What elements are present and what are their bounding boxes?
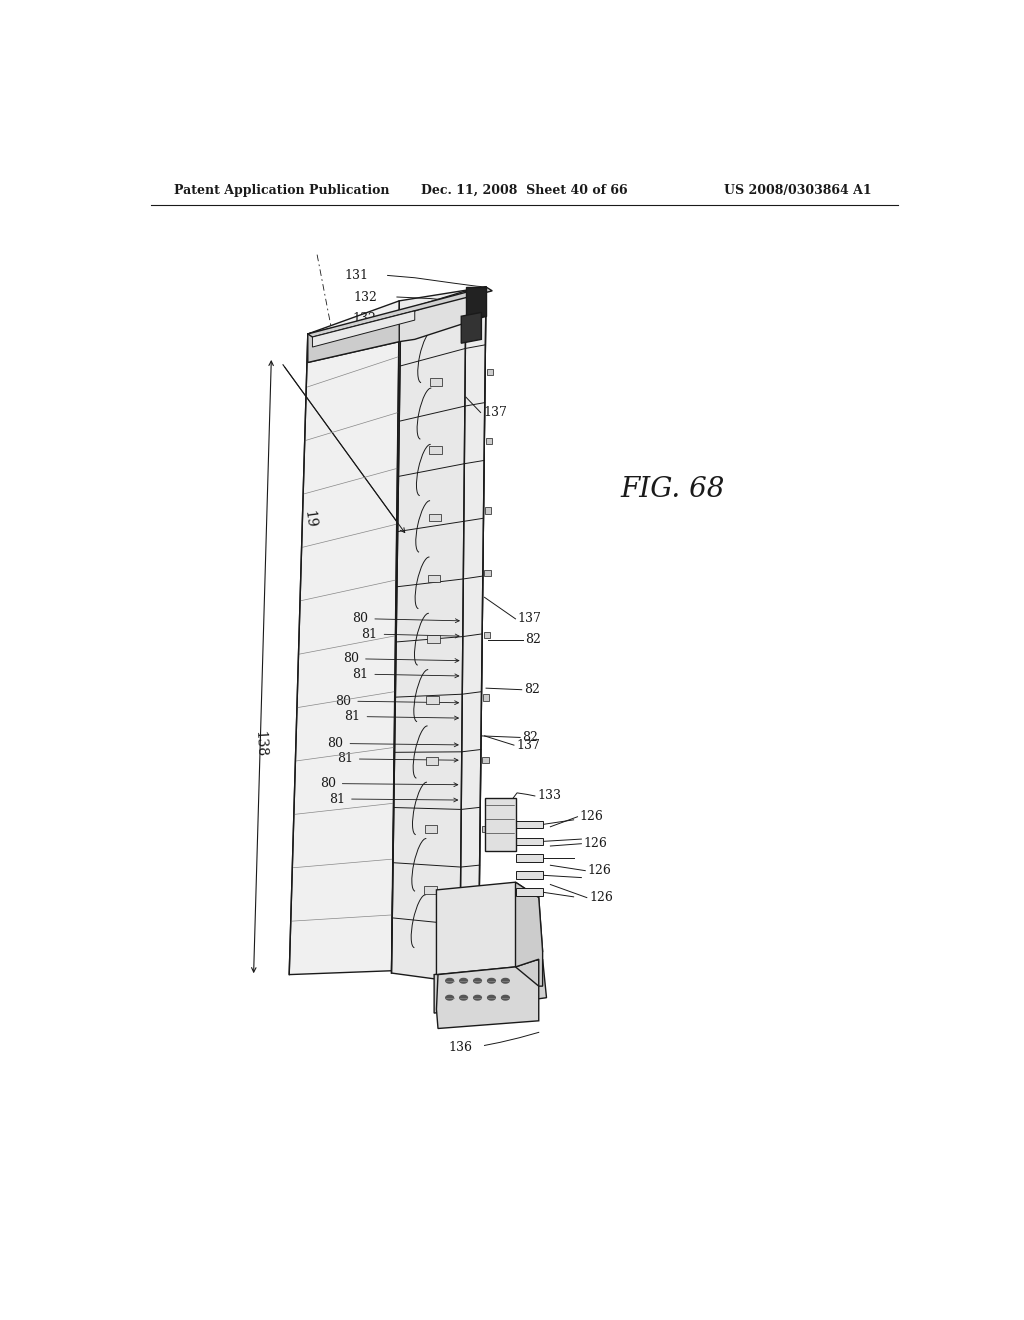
Text: 19: 19 (301, 510, 317, 528)
Text: 80: 80 (335, 694, 351, 708)
Ellipse shape (445, 995, 454, 1001)
Polygon shape (391, 290, 466, 982)
Ellipse shape (474, 995, 481, 1001)
Bar (424, 886, 436, 894)
Bar (430, 379, 442, 385)
Text: 137: 137 (483, 407, 507, 418)
Polygon shape (466, 286, 486, 317)
Text: 81: 81 (337, 752, 352, 766)
Bar (485, 507, 492, 513)
Polygon shape (312, 312, 415, 347)
Bar (426, 697, 439, 704)
Ellipse shape (487, 978, 496, 983)
Text: 81: 81 (329, 792, 345, 805)
Text: 80: 80 (352, 612, 369, 626)
Polygon shape (308, 313, 399, 363)
Text: 81: 81 (344, 710, 360, 723)
FancyBboxPatch shape (515, 888, 543, 896)
Polygon shape (461, 313, 481, 343)
Text: 112: 112 (437, 1016, 461, 1028)
Polygon shape (289, 301, 399, 974)
Text: 132: 132 (352, 312, 376, 325)
Text: Patent Application Publication: Patent Application Publication (174, 185, 390, 197)
Text: 126: 126 (588, 865, 611, 878)
Ellipse shape (460, 995, 467, 1001)
Text: 82: 82 (522, 731, 539, 744)
Text: 126: 126 (589, 891, 613, 904)
Ellipse shape (502, 978, 509, 983)
Bar (425, 825, 437, 833)
Bar (486, 370, 493, 375)
Bar (429, 446, 441, 454)
Bar (484, 570, 490, 576)
Text: 82: 82 (525, 634, 542, 647)
FancyBboxPatch shape (515, 854, 543, 862)
Ellipse shape (474, 978, 481, 983)
Bar (483, 632, 489, 639)
FancyBboxPatch shape (484, 797, 515, 851)
Text: 138: 138 (252, 730, 267, 758)
Polygon shape (434, 960, 547, 1014)
Bar (428, 574, 440, 582)
Ellipse shape (502, 995, 509, 1001)
Bar (481, 826, 487, 832)
Text: US 2008/0303864 A1: US 2008/0303864 A1 (724, 185, 872, 197)
Bar (483, 694, 489, 701)
Text: 136: 136 (449, 1041, 473, 1055)
Ellipse shape (445, 978, 454, 983)
Text: Dec. 11, 2008  Sheet 40 of 66: Dec. 11, 2008 Sheet 40 of 66 (422, 185, 628, 197)
Bar (429, 513, 441, 521)
Bar (481, 888, 487, 895)
Text: 80: 80 (343, 652, 359, 665)
Polygon shape (391, 286, 486, 981)
Text: 80: 80 (319, 777, 336, 791)
Polygon shape (460, 286, 486, 982)
Text: 131: 131 (344, 269, 369, 282)
Polygon shape (436, 966, 539, 1028)
Text: 133: 133 (538, 789, 561, 803)
Polygon shape (436, 882, 543, 974)
Text: 137: 137 (516, 739, 540, 751)
Bar (486, 438, 493, 445)
FancyBboxPatch shape (515, 837, 543, 845)
Bar (482, 756, 488, 763)
Text: 137: 137 (518, 612, 542, 626)
Ellipse shape (487, 995, 496, 1001)
Text: 80: 80 (328, 737, 343, 750)
Text: 81: 81 (361, 628, 378, 640)
Polygon shape (308, 286, 493, 337)
Ellipse shape (460, 978, 467, 983)
Text: FIG. 68: FIG. 68 (621, 477, 725, 503)
Polygon shape (308, 286, 486, 363)
FancyBboxPatch shape (515, 821, 543, 829)
Text: 126: 126 (580, 810, 604, 824)
Text: 132: 132 (353, 290, 378, 304)
Bar (426, 758, 438, 766)
Text: 126: 126 (584, 837, 607, 850)
Text: 82: 82 (524, 684, 540, 696)
Text: 81: 81 (352, 668, 369, 681)
Bar (427, 635, 439, 643)
FancyBboxPatch shape (515, 871, 543, 879)
Polygon shape (515, 882, 543, 986)
